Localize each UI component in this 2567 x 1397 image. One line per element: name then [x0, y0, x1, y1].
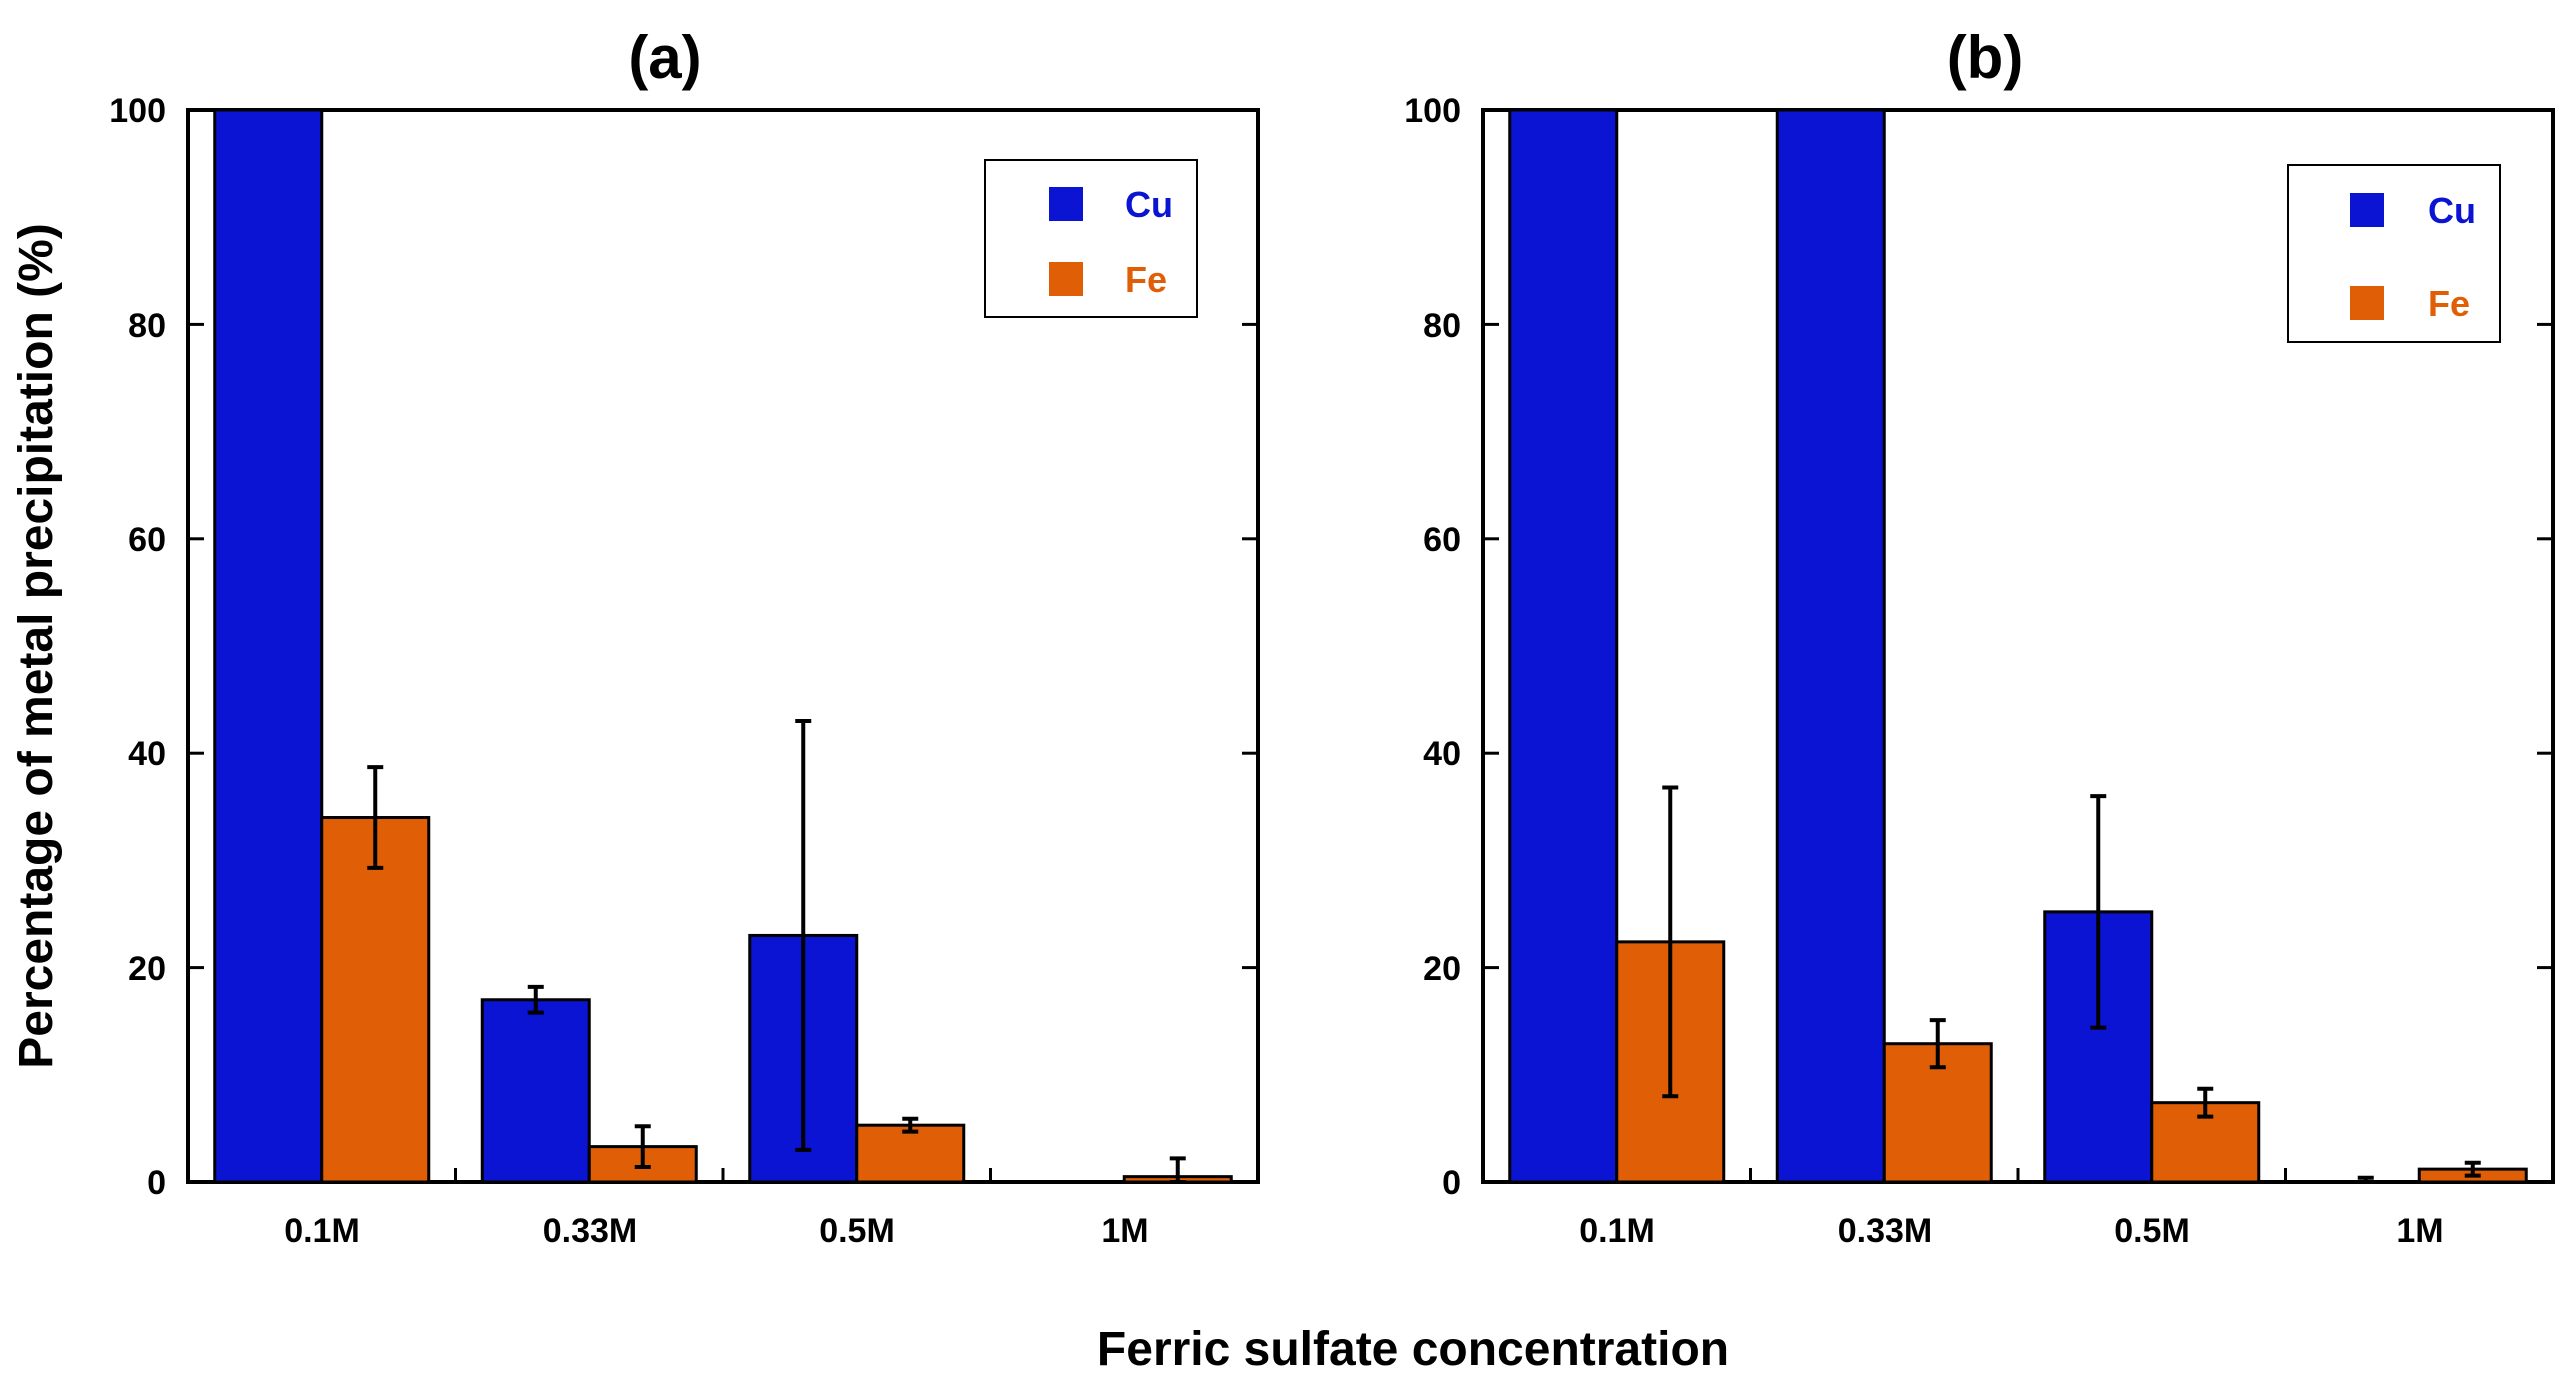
x-tick-label: 0.1M — [284, 1212, 360, 1250]
bars-b — [1508, 108, 2528, 1184]
y-tick-labels-b: 0 20 40 60 80 100 — [1404, 92, 1461, 1202]
legend-a: Cu Fe — [984, 159, 1198, 318]
error-bars-b — [1662, 785, 2481, 1184]
bar-cu — [213, 108, 324, 1184]
y-tick-label: 80 — [128, 307, 166, 345]
x-tick-label: 0.5M — [2114, 1212, 2190, 1250]
legend-b: Cu Fe — [2287, 164, 2501, 343]
y-tick-label: 60 — [128, 521, 166, 559]
x-axis-title: Ferric sulfate concentration — [1097, 1323, 1729, 1376]
bars-a — [213, 108, 1233, 1184]
legend-label-cu: Cu — [1125, 184, 1173, 225]
x-tick-label: 1M — [2396, 1212, 2443, 1250]
y-tick-label: 100 — [109, 92, 166, 130]
x-tick-label: 1M — [1101, 1212, 1148, 1250]
x-tick-label: 0.33M — [543, 1212, 638, 1250]
y-tick-label: 40 — [1423, 735, 1461, 773]
chart-title-a: (a) — [628, 24, 701, 91]
x-tick-label: 0.33M — [1838, 1212, 1933, 1250]
legend-label-fe: Fe — [1125, 259, 1167, 300]
bar-fe — [320, 816, 431, 1184]
legend-label-cu: Cu — [2428, 190, 2476, 231]
legend-swatch-fe — [1049, 262, 1083, 296]
bar-cu — [1775, 108, 1886, 1184]
y-tick-label: 80 — [1423, 307, 1461, 345]
y-tick-label: 60 — [1423, 521, 1461, 559]
legend-swatch-cu — [1049, 187, 1083, 221]
y-tick-label: 0 — [1442, 1164, 1461, 1202]
y-tick-labels-a: 0 20 40 60 80 100 — [109, 92, 166, 1202]
y-tick-label: 20 — [1423, 950, 1461, 988]
y-tick-label: 40 — [128, 735, 166, 773]
y-tick-label: 100 — [1404, 92, 1461, 130]
legend-swatch-fe — [2350, 286, 2384, 320]
legend-label-fe: Fe — [2428, 283, 2470, 324]
axis-ticks-b — [1483, 108, 2553, 1184]
legend-box — [984, 159, 1198, 318]
axis-ticks-a — [188, 108, 1258, 1184]
x-tick-label: 0.1M — [1579, 1212, 1655, 1250]
y-tick-label: 20 — [128, 950, 166, 988]
bar-fe — [855, 1123, 966, 1184]
chart-panel-b: (b) 0 20 40 60 80 100 0.1M 0.33M 0.5M 1M… — [1404, 24, 2555, 1250]
chart-title-b: (b) — [1947, 24, 2024, 91]
y-axis-title: Percentage of metal precipitation (%) — [10, 223, 63, 1069]
x-tick-label: 0.5M — [819, 1212, 895, 1250]
bar-cu — [1508, 108, 1619, 1184]
bar-cu — [480, 998, 591, 1184]
legend-box — [2287, 164, 2501, 343]
x-tick-labels-a: 0.1M 0.33M 0.5M 1M — [284, 1212, 1148, 1250]
x-tick-labels-b: 0.1M 0.33M 0.5M 1M — [1579, 1212, 2443, 1250]
chart-panel-a: (a) 0 20 40 60 80 100 0.1M 0.33M 0.5M 1M… — [109, 24, 1260, 1250]
y-tick-label: 0 — [147, 1164, 166, 1202]
error-bars-a — [367, 719, 1186, 1184]
legend-swatch-cu — [2350, 193, 2384, 227]
